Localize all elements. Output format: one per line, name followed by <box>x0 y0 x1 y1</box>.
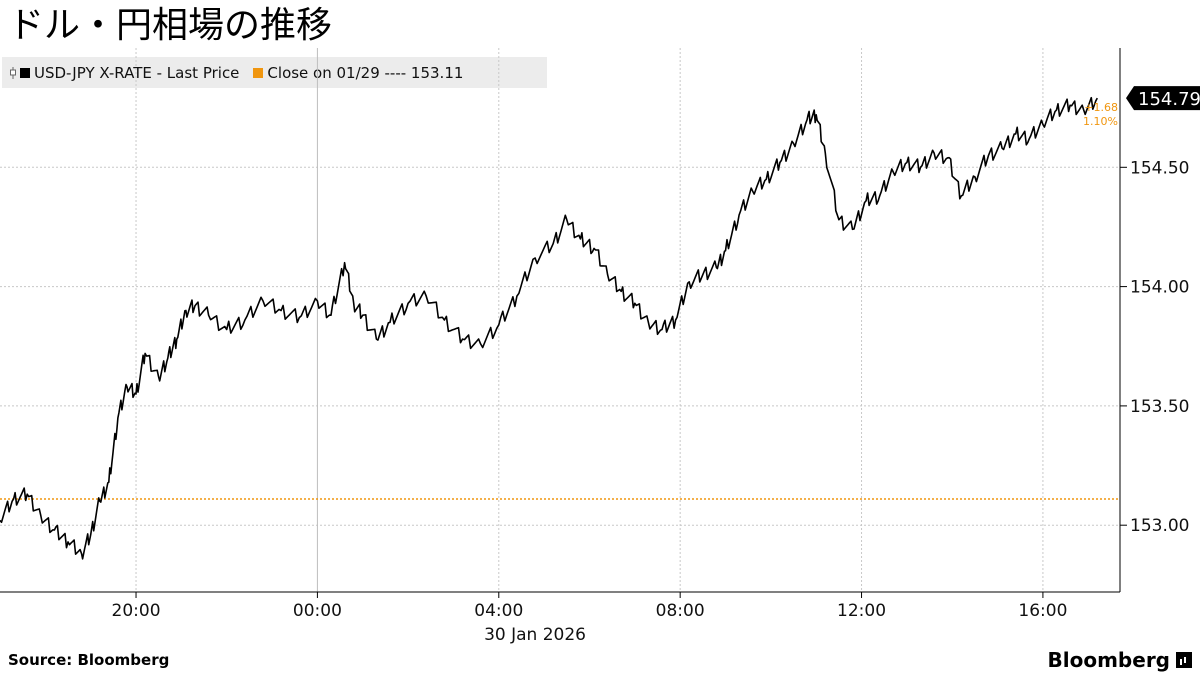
grid-layer <box>0 48 1127 598</box>
chart-title: ドル・円相場の推移 <box>8 5 333 46</box>
last-price-badge <box>1126 86 1200 111</box>
close-swatch <box>253 67 264 78</box>
change-label: +1.68 <box>1084 101 1118 114</box>
candlestick-icon <box>10 66 16 79</box>
x-tick-label: 16:00 <box>1018 601 1067 621</box>
legend-series-label: USD-JPY X-RATE - Last Price <box>34 63 240 82</box>
series-layer <box>0 96 1120 560</box>
x-tick-label: 04:00 <box>474 601 523 621</box>
y-tick-label: 153.50 <box>1130 397 1189 417</box>
x-axis-date-label: 30 Jan 2026 <box>484 625 586 645</box>
chart-legend: USD-JPY X-RATE - Last Price Close on 01/… <box>2 57 547 88</box>
y-tick-label: 153.00 <box>1130 516 1189 536</box>
x-tick-label: 12:00 <box>837 601 886 621</box>
change-pct-label: 1.10% <box>1083 115 1118 128</box>
x-tick-label: 00:00 <box>293 601 342 621</box>
series-swatch <box>20 67 30 78</box>
brand-text: Bloomberg <box>1047 648 1170 672</box>
y-tick-label: 154.00 <box>1130 278 1189 298</box>
source-note: Source: Bloomberg <box>8 651 170 669</box>
last-price-label: 154.79 <box>1138 89 1200 110</box>
y-tick-label: 154.50 <box>1130 158 1189 178</box>
label-layer: 153.00 153.50 154.00 154.50 20:00 00:00 04:00 0… <box>112 86 1200 645</box>
legend-close-label: Close on 01/29 ---- 153.11 <box>267 63 464 82</box>
brand-logo: Bloomberg <box>1048 648 1192 672</box>
bloomberg-terminal-icon <box>1176 652 1192 668</box>
price-series-line <box>0 96 1099 560</box>
x-tick-label: 08:00 <box>656 601 705 621</box>
x-tick-label: 20:00 <box>112 601 161 621</box>
